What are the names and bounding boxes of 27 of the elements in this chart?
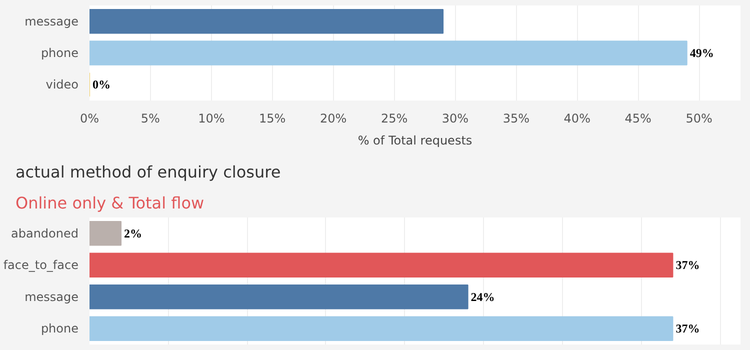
x-axis-title: % of Total requests [358, 134, 472, 148]
data-label: 0% [92, 78, 110, 92]
data-label: 24% [470, 290, 495, 304]
y-tick-label: message [24, 14, 79, 28]
data-label: 2% [124, 226, 142, 240]
x-tick-label: 30% [442, 112, 469, 126]
y-tick-label: message [24, 290, 79, 304]
data-label: 37% [676, 258, 700, 272]
x-tick-label: 0% [80, 112, 100, 126]
x-tick-label: 25% [380, 112, 408, 126]
data-label: 49% [690, 46, 714, 60]
y-tick-label: video [46, 78, 79, 92]
x-tick-label: 20% [320, 112, 347, 126]
chart-subtitle: Online only & Total flow [16, 194, 204, 212]
x-tick-label: 10% [198, 112, 225, 126]
y-tick-label: face_to_face [3, 258, 79, 272]
y-tick-label: phone [40, 322, 79, 336]
y-tick-label: phone [40, 46, 79, 60]
x-tick-label: 35% [502, 112, 530, 126]
x-tick-label: 45% [624, 112, 652, 126]
data-label: 37% [676, 322, 700, 336]
y-tick-label: abandoned [11, 226, 79, 240]
chart-title: actual method of enquiry closure [16, 162, 281, 182]
x-tick-label: 5% [140, 112, 160, 126]
x-tick-label: 50% [686, 112, 712, 126]
x-tick-label: 15% [259, 112, 286, 126]
x-tick-label: 40% [564, 112, 590, 126]
